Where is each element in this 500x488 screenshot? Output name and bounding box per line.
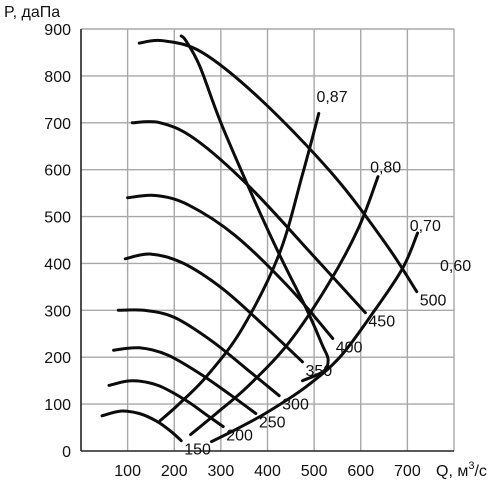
speed-curve-250 [112, 346, 258, 415]
speed-curve-500 [137, 38, 419, 294]
x-tick-label: 500 [301, 463, 328, 480]
speed-curve-label: 200 [226, 428, 253, 445]
x-axis-label: Q, м3/с [436, 460, 487, 480]
grid [81, 28, 455, 451]
efficiency-curve-0,60 [210, 231, 420, 444]
axes [80, 29, 454, 452]
x-tick-label: 600 [347, 463, 374, 480]
x-tick-label: 300 [208, 463, 235, 480]
speed-curve-450 [130, 120, 367, 315]
y-tick-label: 200 [44, 350, 71, 367]
efficiency-curve-0,80 [158, 111, 321, 422]
speed-curve-300 [116, 308, 281, 398]
y-tick-label: 900 [44, 22, 71, 39]
x-tick-label: 100 [114, 463, 141, 480]
efficiency-curve-label: 0,70 [410, 218, 441, 235]
x-tick-label: 700 [394, 463, 421, 480]
efficiency-curve-label: 0,80 [370, 159, 401, 176]
y-tick-label: 0 [62, 444, 71, 461]
speed-curve-150 [100, 409, 183, 443]
x-tick-label: 200 [161, 463, 188, 480]
speed-curve-label: 450 [368, 314, 395, 331]
efficiency-curve-label: 0,60 [440, 258, 471, 275]
y-tick-label: 300 [44, 303, 71, 320]
x-axis-label-superscript: 3 [468, 460, 474, 472]
speed-curve-label: 300 [282, 397, 309, 414]
y-tick-label: 100 [44, 397, 71, 414]
y-axis-label: P, даПа [4, 4, 60, 21]
efficiency-curve-label: 0,87 [316, 89, 347, 106]
speed-curve-350 [123, 252, 304, 364]
tick-labels: 100 200 300 400 500 600 700 0 100 200 300 400 500 600… [44, 22, 421, 480]
y-tick-label: 800 [44, 69, 71, 86]
speed-curve-label: 150 [184, 442, 211, 459]
speed-curve-200 [107, 379, 225, 429]
curves [100, 34, 420, 444]
speed-curve-label: 400 [336, 339, 363, 356]
x-axis-label-suffix: /с [474, 463, 486, 480]
speed-curve-label: 250 [259, 414, 286, 431]
speed-curve-label: 500 [420, 293, 447, 310]
y-tick-label: 600 [44, 163, 71, 180]
x-axis-label-prefix: Q, м [436, 463, 468, 480]
y-tick-label: 500 [44, 210, 71, 227]
x-tick-label: 400 [254, 463, 281, 480]
efficiency-curve-0,70 [189, 175, 380, 437]
speed-curve-label: 350 [305, 363, 332, 380]
y-tick-label: 400 [44, 256, 71, 273]
y-tick-label: 700 [44, 116, 71, 133]
efficiency-curve-0,87 [179, 34, 330, 383]
speed-curve-400 [126, 193, 335, 340]
